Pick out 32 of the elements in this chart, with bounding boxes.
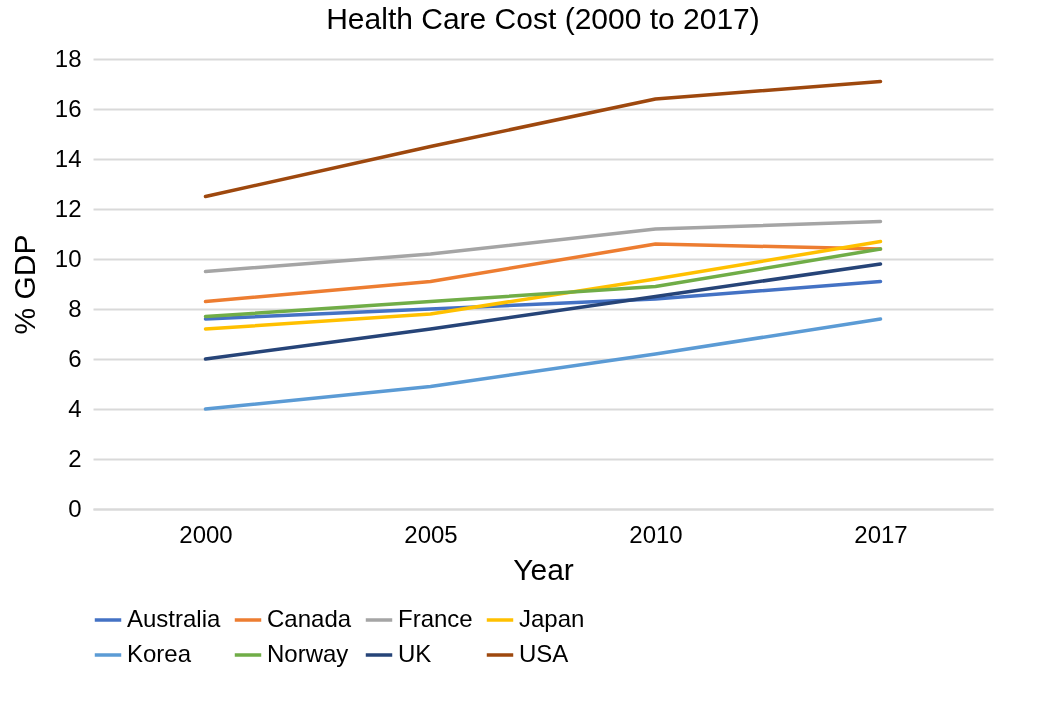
y-tick-label: 2 [68,444,82,472]
x-axis-title: Year [513,552,574,586]
y-tick-label: 16 [54,94,82,122]
y-tick-label: 14 [54,144,82,172]
y-tick-label: 12 [54,194,82,222]
line-series [203,219,883,274]
y-tick-label: 0 [68,494,82,522]
y-tick-label: 10 [54,244,82,272]
line-series [203,247,883,319]
line-series [203,239,883,331]
legend-label: UK [398,640,432,667]
legend-label: Korea [127,640,192,667]
y-tick-label: 8 [68,294,82,322]
chart-title: Health Care Cost (2000 to 2017) [326,2,760,35]
line-series [203,279,883,321]
legend-label: Australia [127,605,222,632]
x-tick-label: 2000 [179,520,233,548]
y-tick-label: 18 [54,44,82,72]
legend-label: France [398,605,473,632]
legend-label: Norway [267,640,349,667]
x-tick-label: 2005 [404,520,458,548]
line-series [203,317,883,411]
y-axis-title: % GDP [7,234,41,335]
y-tick-label: 4 [68,394,82,422]
legend-label: Japan [519,605,585,632]
legend-label: Canada [267,605,352,632]
x-tick-label: 2017 [854,520,908,548]
line-series [203,79,883,199]
x-tick-label: 2010 [629,520,683,548]
y-tick-label: 6 [68,344,82,372]
legend-label: USA [519,640,569,667]
line-series [203,262,883,361]
